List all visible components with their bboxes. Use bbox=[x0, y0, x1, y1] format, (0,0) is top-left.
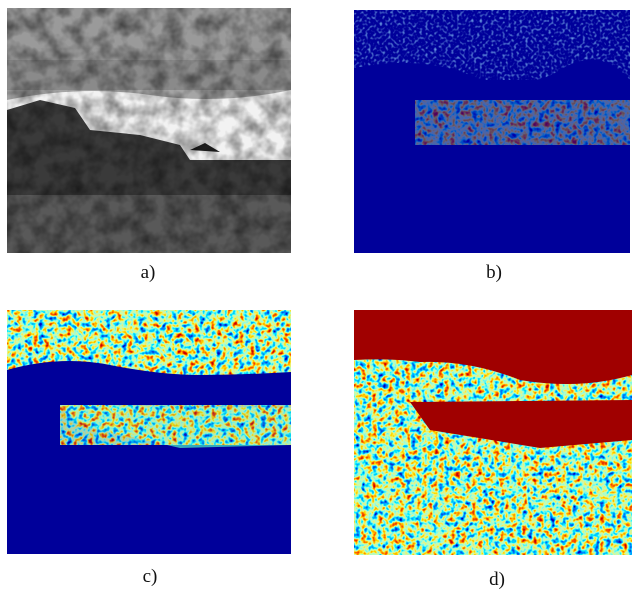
panel-label: b) bbox=[486, 262, 502, 283]
panel-label: a) bbox=[141, 262, 156, 283]
panel-label: c) bbox=[143, 566, 158, 587]
heatmap-panel bbox=[354, 10, 630, 253]
heatmap-panel bbox=[7, 310, 291, 554]
photo-panel bbox=[7, 8, 291, 253]
panel-label: d) bbox=[489, 569, 505, 590]
heatmap-panel bbox=[354, 310, 632, 555]
